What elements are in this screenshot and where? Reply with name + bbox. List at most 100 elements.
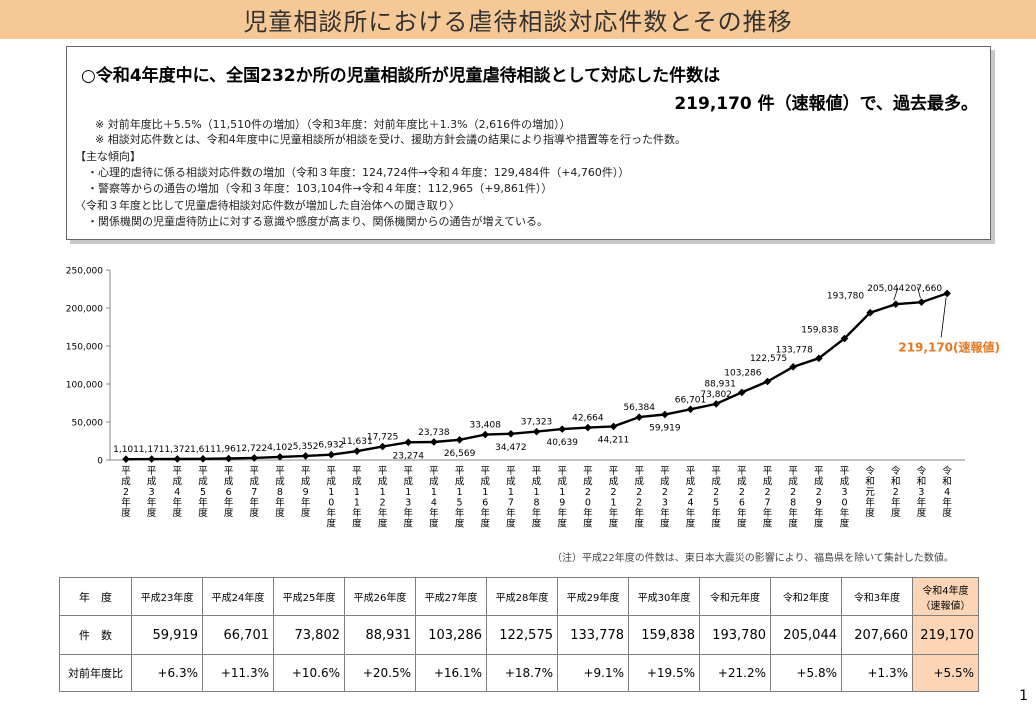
data-point [122, 455, 130, 463]
page-number: 1 [1019, 688, 1028, 704]
table-rate-cell: +11.3% [202, 654, 274, 692]
data-point [917, 298, 926, 306]
leader-line [917, 287, 921, 299]
data-label: 1,611 [190, 445, 216, 455]
x-tick-label: 平成 2 8 年度 [788, 466, 798, 530]
data-point [892, 300, 900, 308]
x-tick-label: 平成 2 0 年度 [583, 466, 593, 530]
data-label: 11,631 [341, 437, 373, 447]
table-year-cell: 平成28年度 [486, 577, 558, 616]
table-count-cell: 73,802 [273, 615, 345, 655]
table-rate-cell: +18.7% [486, 654, 558, 692]
final-value-label: 219,170(速報値) [898, 339, 1000, 354]
data-label: 1,171 [139, 445, 165, 455]
data-point [943, 289, 951, 298]
x-tick-label: 平成 2 5 年度 [711, 466, 721, 530]
data-label: 37,323 [521, 418, 553, 428]
data-point [301, 452, 310, 460]
data-point [532, 427, 541, 436]
x-tick-label: 平成 2 4 年度 [686, 466, 696, 530]
data-point [635, 413, 643, 421]
data-label: 42,664 [572, 414, 604, 424]
trend-item-1: ・心理的虐待に係る相談対応件数の増加（令和３年度：124,724件→令和４年度：… [87, 166, 630, 179]
x-tick-label: 平成 6 年度 [224, 466, 234, 519]
table-count-cell: 133,778 [557, 615, 629, 655]
page-title: 児童相談所における虐待相談対応件数とその推移 [243, 8, 793, 36]
data-point [147, 455, 156, 463]
table-rate-cell: +10.6% [273, 654, 345, 692]
data-point [712, 400, 720, 408]
x-tick-label: 平成 4 年度 [173, 466, 183, 519]
x-tick-label: 平成 2 年度 [121, 466, 131, 519]
x-tick-label: 令和 2 年度 [891, 465, 901, 519]
data-label: 73,802 [700, 390, 732, 400]
data-label: 205,044 [867, 284, 904, 294]
x-tick-label: 令和元年度 [865, 465, 875, 519]
data-label: 4,102 [267, 443, 293, 453]
trend-heading-2: 〈令和３年度と比して児童虐待相談対応件数が増加した自治体への聞き取り〉 [75, 199, 460, 212]
data-point [404, 438, 413, 447]
leader-line [940, 297, 947, 338]
x-tick-label: 平成 2 6 年度 [737, 466, 747, 530]
x-tick-label: 平成 1 8 年度 [532, 466, 542, 530]
table-year-cell: 令和元年度 [699, 577, 771, 616]
table-year-cell: 令和3年度 [841, 577, 913, 616]
table-count-cell: 66,701 [202, 615, 274, 655]
x-tick-label: 平成 1 9 年度 [557, 466, 567, 530]
table-rate-cell: +19.5% [628, 654, 700, 692]
trend-heading: 【主な傾向】 [75, 150, 141, 163]
table-header-rate: 対前年度比 [59, 654, 132, 692]
table-year-cell: 平成27年度 [415, 577, 487, 616]
table-year-cell: 平成23年度 [131, 577, 203, 616]
data-point [378, 442, 387, 451]
data-point [353, 447, 361, 455]
data-label: 44,211 [598, 435, 630, 445]
data-label: 88,931 [704, 379, 736, 389]
x-tick-label: 平成 5 年度 [198, 466, 208, 519]
summary-box: ○令和4年度中に、全国232か所の児童相談所が児童虐待相談として対応した件数は … [66, 46, 991, 240]
table-rate-cell: +16.1% [415, 654, 487, 692]
stats-table: 年 度 平成23年度 平成24年度 平成25年度 平成26年度 平成27年度 平成28年度… [59, 577, 979, 692]
data-label: 1,961 [216, 445, 242, 455]
table-header-count: 件 数 [59, 615, 132, 655]
data-point [686, 405, 695, 414]
x-tick-label: 令和 4 年度 [942, 465, 952, 519]
table-rate-cell: +6.3% [131, 654, 203, 692]
table-year-cell: 令和2年度 [770, 577, 842, 616]
data-point [327, 450, 336, 459]
table-count-cell: 122,575 [486, 615, 558, 655]
table-rate-cell: +9.1% [557, 654, 629, 692]
x-tick-label: 平成 1 0 年度 [327, 466, 337, 530]
table-count-cell: 193,780 [699, 615, 771, 655]
x-tick-label: 平成 1 1 年度 [352, 466, 362, 530]
table-count-cell: 88,931 [344, 615, 416, 655]
x-tick-label: 平成 1 5 年度 [455, 466, 465, 530]
data-point [738, 388, 746, 397]
chart-footnote: （注）平成22年度の件数は、東日本大震災の影響により、福島県を除いて集計した数値… [552, 553, 954, 564]
summary-note-2: ※ 相談対応件数とは、令和4年度中に児童相談所が相談を受け、援助方針会議の結果に… [95, 133, 686, 146]
data-label: 133,778 [776, 345, 813, 355]
data-point [866, 308, 874, 317]
table-year-cell: 令和4年度 （速報値） [912, 577, 979, 616]
data-point [250, 454, 259, 462]
x-tick-label: 平成 9 年度 [301, 466, 311, 519]
y-tick-label: 0 [97, 457, 103, 467]
data-label: 23,274 [393, 451, 425, 461]
data-label: 40,639 [546, 438, 578, 448]
data-label: 159,838 [801, 326, 838, 336]
x-tick-label: 平成 8 年度 [275, 466, 285, 519]
table-year-cell: 平成24年度 [202, 577, 274, 616]
table-rate-cell: +5.5% [912, 654, 979, 692]
x-tick-label: 平成 1 6 年度 [480, 466, 490, 530]
table-year-cell: 平成26年度 [344, 577, 416, 616]
data-label: 26,569 [444, 449, 476, 459]
table-rate-cell: +5.8% [770, 654, 842, 692]
y-tick-label: 150,000 [66, 343, 103, 353]
x-tick-label: 令和 3 年度 [917, 465, 927, 519]
data-label: 1,372 [164, 445, 190, 455]
data-point [609, 422, 618, 431]
table-row-rates: 対前年度比 +6.3% +11.3% +10.6% +20.5% +16.1% +18.7… [59, 654, 979, 692]
data-point [224, 454, 233, 463]
line-chart: 0 50,000 100,000 150,000 200,000 250,000 平成 2 年度… [66, 267, 1000, 530]
x-tick-label: 平成 2 1 年度 [609, 466, 619, 530]
